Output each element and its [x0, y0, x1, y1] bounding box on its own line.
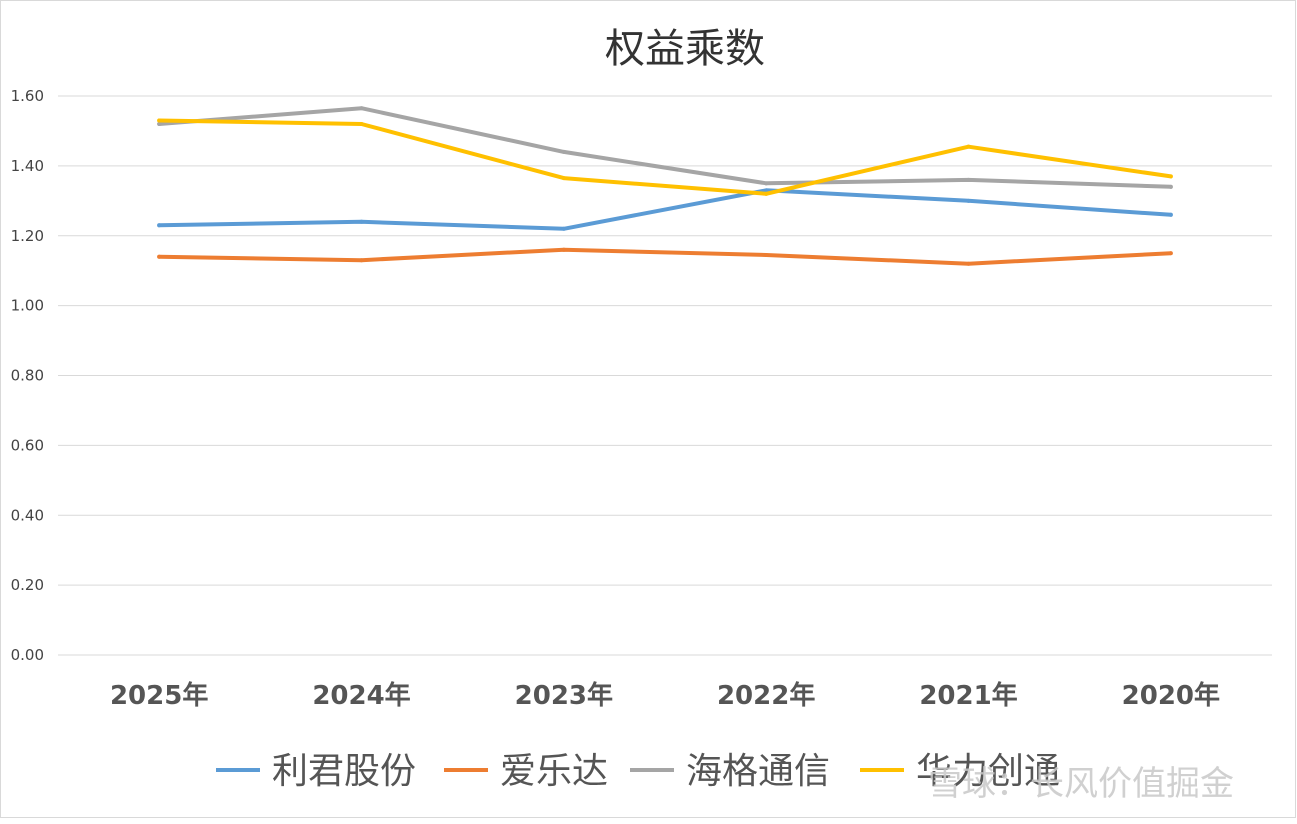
data-point [359, 106, 364, 111]
series-line [157, 247, 1173, 266]
data-point [157, 121, 162, 126]
legend: 利君股份 爱乐达 海格通信 华力创通 [216, 751, 1060, 792]
data-point [764, 252, 769, 257]
y-tick-label: 1.60 [11, 87, 44, 105]
x-tick-label: 2020年 [1122, 680, 1220, 711]
series-line [157, 106, 1173, 189]
y-tick-label: 0.00 [11, 646, 44, 664]
data-point [1168, 212, 1173, 217]
y-tick-label: 1.40 [11, 157, 44, 175]
data-point [966, 198, 971, 203]
x-tick-label: 2022年 [717, 680, 815, 711]
data-point [966, 177, 971, 182]
y-tick-label: 0.20 [11, 576, 44, 594]
legend-label: 利君股份 [272, 751, 416, 792]
y-tick-label: 1.20 [11, 227, 44, 245]
chart-title: 权益乘数 [605, 26, 765, 72]
series-lines [157, 106, 1173, 266]
data-point [359, 258, 364, 263]
y-tick-label: 0.40 [11, 506, 44, 524]
data-point [157, 223, 162, 228]
data-point [764, 188, 769, 193]
data-point [966, 261, 971, 266]
data-point [561, 226, 566, 231]
watermark-text: 雪球：长风价值掘金 [928, 764, 1234, 804]
legend-label: 海格通信 [686, 751, 830, 792]
data-point [561, 247, 566, 252]
data-point [966, 144, 971, 149]
gridlines [58, 95, 1272, 656]
data-point [157, 254, 162, 259]
data-point [359, 121, 364, 126]
data-point [764, 181, 769, 186]
legend-label: 爱乐达 [500, 751, 608, 792]
data-point [561, 149, 566, 154]
x-tick-label: 2023年 [515, 680, 613, 711]
y-tick-label: 0.60 [11, 436, 44, 454]
data-point [1168, 174, 1173, 179]
y-axis-ticks: 0.00 0.20 0.40 0.60 0.80 1.00 1.20 1.40 1.60 [11, 87, 44, 664]
x-tick-label: 2024年 [312, 680, 410, 711]
y-tick-label: 0.80 [11, 367, 44, 385]
data-point [157, 118, 162, 123]
legend-label: 华力创通 [916, 751, 1060, 792]
x-tick-label: 2025年 [110, 680, 208, 711]
data-point [1168, 251, 1173, 256]
data-point [1168, 184, 1173, 189]
y-tick-label: 1.00 [11, 297, 44, 315]
x-tick-label: 2021年 [919, 680, 1017, 711]
data-point [764, 191, 769, 196]
data-point [359, 219, 364, 224]
data-point [561, 176, 566, 181]
series-line [157, 118, 1173, 196]
series-line [157, 188, 1173, 231]
x-axis-ticks: 2025年 2024年 2023年 2022年 2021年 2020年 [110, 680, 1220, 711]
